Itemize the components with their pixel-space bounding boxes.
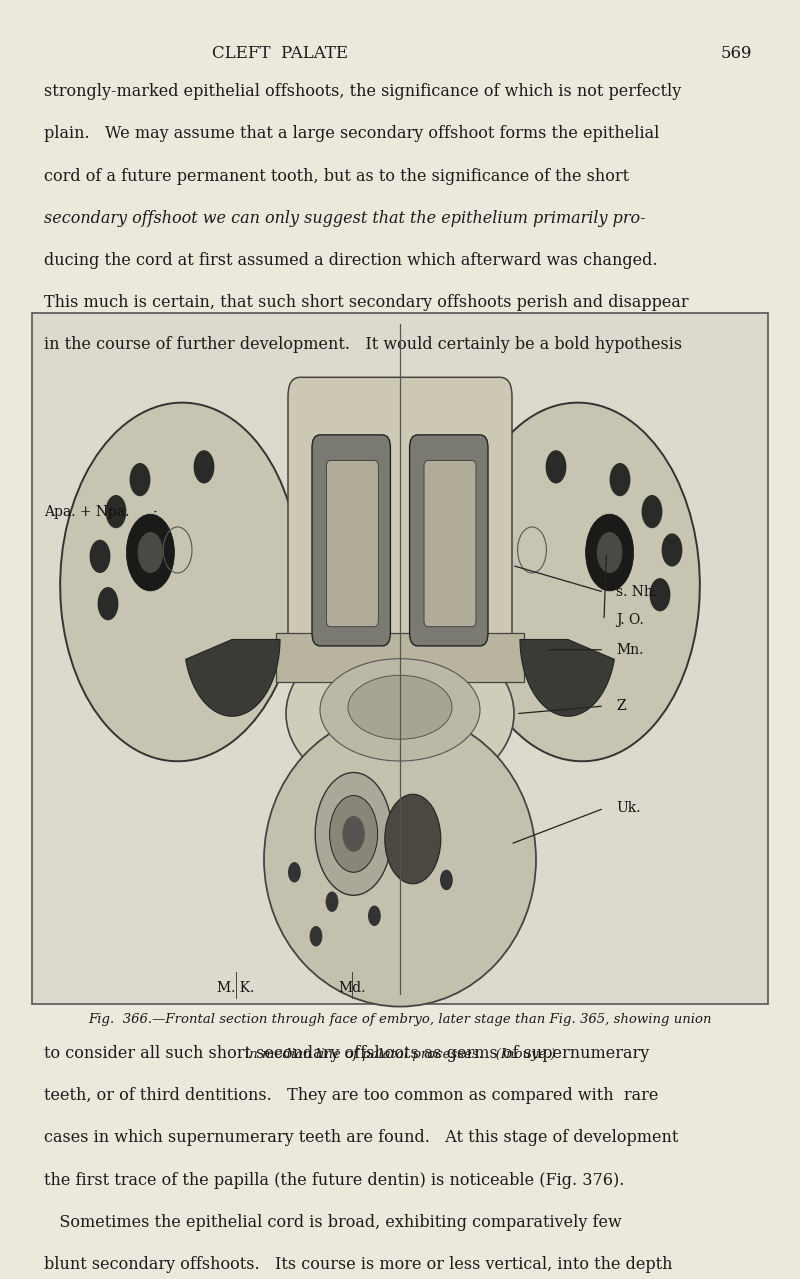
Circle shape	[315, 773, 392, 895]
Circle shape	[662, 533, 682, 567]
FancyBboxPatch shape	[410, 435, 488, 646]
Ellipse shape	[264, 712, 536, 1007]
FancyBboxPatch shape	[326, 460, 378, 627]
FancyBboxPatch shape	[312, 435, 390, 646]
Text: J. O.: J. O.	[616, 614, 644, 627]
Text: blunt secondary offshoots.   Its course is more or less vertical, into the depth: blunt secondary offshoots. Its course is…	[44, 1256, 673, 1273]
Text: s. Nh.: s. Nh.	[616, 586, 657, 599]
Text: Z: Z	[616, 700, 626, 712]
Ellipse shape	[320, 659, 480, 761]
Circle shape	[597, 532, 622, 573]
Text: CLEFT  PALATE: CLEFT PALATE	[212, 45, 348, 61]
Circle shape	[90, 540, 110, 573]
Text: the first trace of the papilla (the future dentin) is noticeable (Fig. 376).: the first trace of the papilla (the futu…	[44, 1172, 624, 1188]
Circle shape	[138, 532, 163, 573]
Circle shape	[546, 450, 566, 483]
Circle shape	[126, 514, 174, 591]
Circle shape	[650, 578, 670, 611]
Text: ducing the cord at first assumed a direction which afterward was changed.: ducing the cord at first assumed a direc…	[44, 252, 658, 269]
Bar	[276, 633, 524, 682]
Circle shape	[194, 450, 214, 483]
Circle shape	[342, 816, 365, 852]
Circle shape	[586, 514, 634, 591]
Ellipse shape	[348, 675, 452, 739]
Text: secondary offshoot we can only suggest that the epithelium primarily pro-: secondary offshoot we can only suggest t…	[44, 210, 646, 226]
FancyBboxPatch shape	[424, 460, 476, 627]
Text: to consider all such short secondary offshoots as germs of supernumerary: to consider all such short secondary off…	[44, 1045, 650, 1062]
Wedge shape	[186, 640, 280, 716]
Text: in median line of palatal processes.   (Inouye.): in median line of palatal processes. (In…	[245, 1048, 555, 1060]
Text: cases in which supernumerary teeth are found.   At this stage of development: cases in which supernumerary teeth are f…	[44, 1129, 678, 1146]
Text: Apa. + Npa.: Apa. + Npa.	[44, 505, 130, 518]
Circle shape	[330, 796, 378, 872]
Circle shape	[288, 862, 301, 883]
FancyBboxPatch shape	[288, 377, 512, 678]
Text: Md.: Md.	[338, 981, 366, 995]
Circle shape	[368, 906, 381, 926]
Circle shape	[642, 495, 662, 528]
Text: teeth, or of third dentitions.   They are too common as compared with  rare: teeth, or of third dentitions. They are …	[44, 1087, 658, 1104]
Text: Uk.: Uk.	[616, 802, 641, 815]
Circle shape	[385, 794, 441, 884]
Circle shape	[440, 870, 453, 890]
Text: cord of a future permanent tooth, but as to the significance of the short: cord of a future permanent tooth, but as…	[44, 168, 629, 184]
Text: Sometimes the epithelial cord is broad, exhibiting comparatively few: Sometimes the epithelial cord is broad, …	[44, 1214, 622, 1230]
Text: in the course of further development.   It would certainly be a bold hypothesis: in the course of further development. It…	[44, 336, 682, 353]
Text: Fig.  366.—Frontal section through face of embryo, later stage than Fig. 365, sh: Fig. 366.—Frontal section through face o…	[88, 1013, 712, 1026]
Ellipse shape	[460, 403, 700, 761]
Text: strongly-marked epithelial offshoots, the significance of which is not perfectly: strongly-marked epithelial offshoots, th…	[44, 83, 682, 100]
Circle shape	[98, 587, 118, 620]
Circle shape	[106, 495, 126, 528]
Wedge shape	[520, 640, 614, 716]
Ellipse shape	[60, 403, 300, 761]
Text: Mn.: Mn.	[616, 643, 643, 656]
Text: This much is certain, that such short secondary offshoots perish and disappear: This much is certain, that such short se…	[44, 294, 689, 311]
Text: M. K.: M. K.	[218, 981, 254, 995]
Text: plain.   We may assume that a large secondary offshoot forms the epithelial: plain. We may assume that a large second…	[44, 125, 659, 142]
Circle shape	[326, 891, 338, 912]
Bar	[32, 313, 768, 1004]
Circle shape	[610, 463, 630, 496]
Ellipse shape	[286, 631, 514, 797]
Text: 569: 569	[720, 45, 752, 61]
Circle shape	[310, 926, 322, 946]
Circle shape	[130, 463, 150, 496]
